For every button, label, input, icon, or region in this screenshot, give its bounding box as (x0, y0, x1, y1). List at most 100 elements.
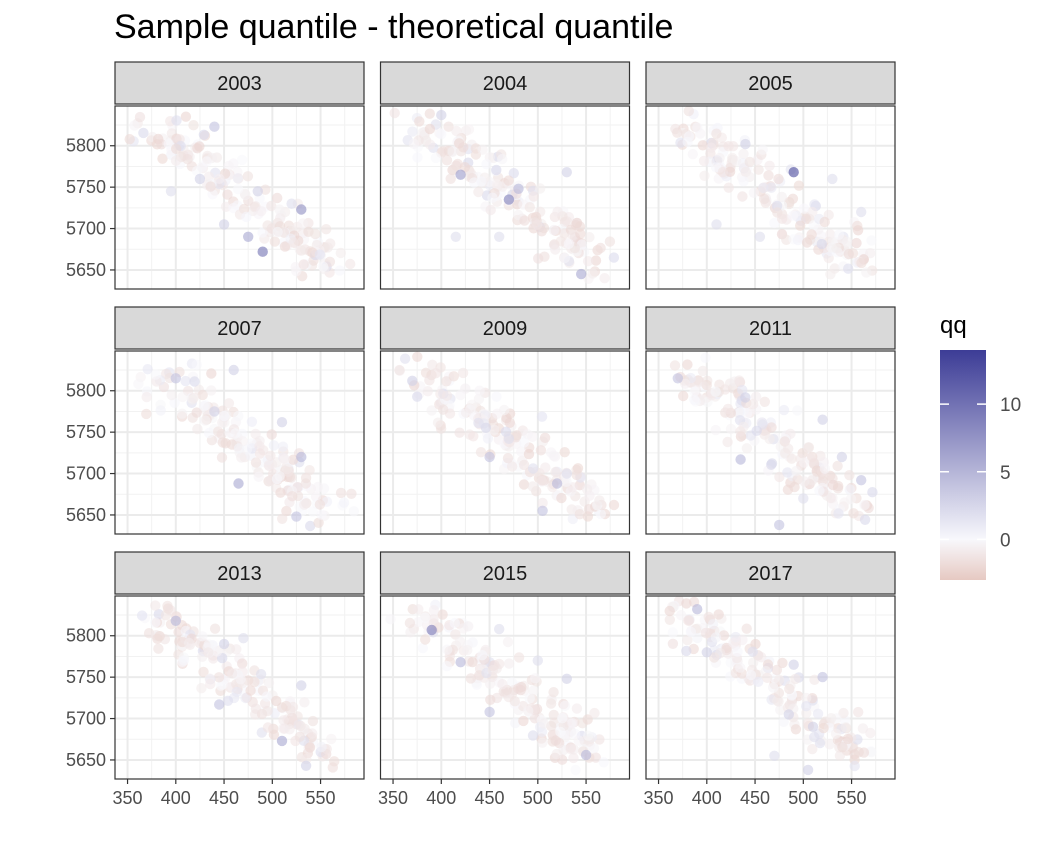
data-point (268, 440, 280, 451)
data-point (801, 213, 812, 225)
data-point (838, 707, 849, 719)
facet-label: 2017 (748, 563, 793, 585)
data-point (348, 506, 359, 517)
x-tick-label: 550 (837, 788, 867, 808)
data-point (203, 647, 214, 658)
data-point (537, 737, 548, 748)
data-point (537, 497, 548, 509)
data-point (287, 701, 299, 713)
data-point (222, 189, 233, 200)
data-point (141, 408, 152, 420)
points (669, 352, 878, 531)
data-point (449, 617, 460, 629)
data-point (462, 644, 473, 656)
data-point (807, 721, 819, 732)
color-legend: qq 0 5 10 (940, 312, 1021, 580)
data-point (177, 391, 188, 403)
data-point (407, 126, 418, 137)
data-point (243, 231, 254, 242)
data-point (799, 476, 810, 487)
data-point (276, 735, 288, 747)
data-point (428, 605, 440, 616)
data-point (865, 248, 876, 259)
data-point (277, 513, 288, 524)
points (385, 599, 609, 776)
data-point (298, 259, 309, 270)
data-point (536, 726, 548, 737)
data-point (861, 267, 872, 278)
points (389, 107, 620, 284)
data-point (506, 461, 518, 472)
data-point (675, 610, 687, 621)
data-point (424, 139, 436, 150)
data-point (214, 699, 225, 710)
data-point (209, 406, 220, 417)
data-point (399, 353, 411, 364)
data-point (741, 623, 752, 634)
data-point (801, 692, 812, 704)
data-point (528, 685, 539, 696)
data-point (468, 431, 479, 442)
data-point (766, 459, 777, 470)
data-point (227, 668, 238, 679)
data-point (857, 723, 869, 734)
y-tick-label: 5800 (66, 381, 106, 401)
data-point (830, 728, 842, 739)
data-point (819, 216, 830, 228)
data-point (714, 152, 725, 164)
data-point (809, 674, 820, 685)
data-point (699, 170, 710, 181)
data-point (265, 450, 276, 461)
y-tick-label: 5750 (66, 422, 106, 442)
data-point (497, 679, 508, 690)
data-point (778, 716, 789, 727)
data-point (798, 203, 810, 214)
data-point (825, 269, 836, 280)
data-point (803, 442, 815, 453)
facet-strip (114, 551, 365, 595)
data-point (811, 466, 822, 477)
data-point (272, 192, 283, 204)
data-point (299, 723, 310, 734)
data-point (758, 182, 769, 193)
data-point (595, 242, 606, 254)
data-point (138, 127, 149, 139)
facet-strip (379, 61, 631, 105)
data-point (170, 615, 181, 626)
data-point (497, 153, 508, 165)
data-point (201, 156, 212, 167)
data-point (538, 718, 550, 729)
facet-strip (645, 306, 896, 350)
data-point (807, 475, 818, 486)
data-point (833, 229, 845, 240)
data-point (246, 438, 257, 449)
data-point (284, 724, 295, 735)
data-point (503, 194, 515, 205)
data-point (856, 206, 867, 218)
data-point (700, 627, 711, 639)
x-tick-label: 400 (161, 788, 191, 808)
data-point (818, 722, 829, 734)
data-point (700, 352, 711, 363)
data-point (213, 672, 225, 683)
data-point (326, 733, 337, 745)
data-point (296, 680, 307, 691)
data-point (840, 722, 851, 733)
data-point (494, 623, 505, 635)
data-point (192, 423, 203, 435)
data-point (335, 247, 346, 259)
facet-border (379, 350, 631, 535)
data-point (313, 517, 324, 528)
data-point (527, 463, 539, 474)
data-point (559, 252, 570, 264)
data-point (856, 475, 867, 486)
data-point (485, 204, 496, 216)
data-point (316, 741, 327, 753)
data-point (252, 186, 263, 197)
data-point (527, 481, 538, 492)
data-point (484, 678, 496, 689)
data-point (692, 604, 703, 615)
data-point (745, 669, 757, 681)
data-point (468, 177, 480, 188)
data-point (792, 234, 804, 246)
